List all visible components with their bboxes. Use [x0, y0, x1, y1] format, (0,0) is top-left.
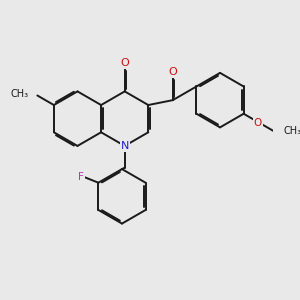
Text: O: O [120, 58, 129, 68]
Text: N: N [121, 141, 129, 151]
Text: CH₃: CH₃ [11, 89, 28, 99]
Text: F: F [78, 172, 84, 182]
Text: CH₃: CH₃ [284, 126, 300, 136]
Text: O: O [169, 67, 177, 77]
Text: O: O [254, 118, 262, 128]
